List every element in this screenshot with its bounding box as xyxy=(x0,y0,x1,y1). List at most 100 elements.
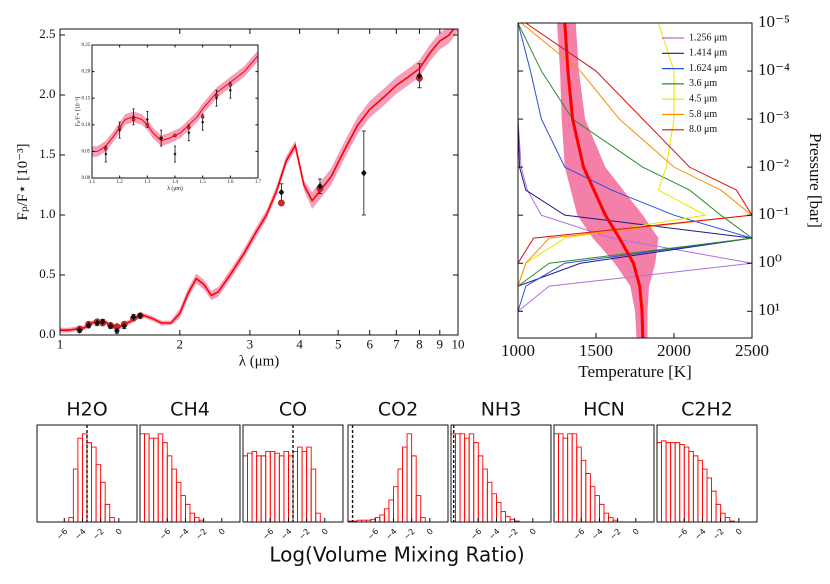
histogram-bar xyxy=(95,464,102,522)
observed-point xyxy=(159,136,163,140)
y-tick-label: 10¹ xyxy=(758,300,780,319)
x-tick-label: 2500 xyxy=(735,341,769,360)
contribution-line xyxy=(518,23,752,338)
histogram-bar xyxy=(562,437,569,522)
histogram-bar xyxy=(278,455,285,522)
histogram-bar xyxy=(482,468,488,522)
x-tick-label: 1 xyxy=(57,336,64,351)
observed-point xyxy=(76,326,83,334)
histogram-bar xyxy=(576,446,582,522)
observed-point xyxy=(132,115,135,119)
histogram-bar xyxy=(468,433,475,522)
histogram-bar xyxy=(656,442,662,522)
histogram-bar xyxy=(283,451,289,522)
binned-model-point xyxy=(228,83,233,87)
histogram-bar xyxy=(688,451,694,522)
histogram-bar xyxy=(455,433,461,522)
x-tick-label: −6 xyxy=(55,527,70,542)
contribution-line xyxy=(518,23,707,338)
observed-point xyxy=(121,322,128,330)
x-tick-label: −2 xyxy=(505,527,520,542)
x-tick-label: −6 xyxy=(469,527,484,542)
histogram-bar xyxy=(297,446,303,522)
histogram-bar xyxy=(589,486,596,522)
binned-model-point xyxy=(173,133,177,138)
histogram-bar xyxy=(720,512,726,522)
histogram-bar xyxy=(72,468,79,522)
histogram-bar xyxy=(260,455,267,522)
histogram-bar xyxy=(711,490,717,522)
histogram-bar xyxy=(599,503,605,522)
histogram-bar xyxy=(171,468,177,522)
histogram-bar xyxy=(175,481,182,522)
x-tick-label: 7 xyxy=(393,336,400,351)
panel-title: NH3 xyxy=(481,399,522,421)
histogram-bar xyxy=(374,517,381,522)
histogram-bar xyxy=(420,517,426,522)
histogram-bar xyxy=(251,451,258,522)
histogram-bar xyxy=(301,451,308,522)
x-axis-label: Temperature [K] xyxy=(578,362,692,381)
x-tick-label: 4 xyxy=(296,336,303,351)
x-axis-label: λ (μm) xyxy=(239,354,280,370)
x-tick-label: 3 xyxy=(247,336,254,351)
x-tick-label: 0 xyxy=(217,527,227,537)
y-axis-label: Fₚ/F⋆ [10⁻³] xyxy=(15,143,31,220)
observed-point xyxy=(228,88,232,93)
histogram-bar xyxy=(393,486,399,522)
histogram-bar xyxy=(310,468,317,522)
x-tick-label: 0 xyxy=(114,527,124,537)
panel-frame xyxy=(242,424,344,523)
histogram-bar xyxy=(315,512,321,522)
histogram-bar xyxy=(491,493,497,522)
profile-band xyxy=(557,23,659,338)
observed-point xyxy=(85,321,92,329)
x-tick-label: 1.2 xyxy=(117,180,124,185)
observed-point xyxy=(145,117,149,122)
histogram-bar xyxy=(706,477,712,522)
histogram-bar xyxy=(500,510,506,522)
observed-point xyxy=(361,169,367,177)
histogram-bar xyxy=(388,499,394,522)
histogram-bar xyxy=(100,481,106,522)
histogram-bar xyxy=(477,455,484,522)
observed-point xyxy=(118,128,122,132)
y-tick-label: 2.0 xyxy=(39,86,55,101)
histogram-bar xyxy=(683,446,690,522)
y-tick-label: 10⁻² xyxy=(758,156,789,175)
observed-point xyxy=(94,319,100,327)
x-tick-label: 1.3 xyxy=(144,180,151,185)
y-tick-label: 0.0 xyxy=(39,326,55,341)
observed-point xyxy=(130,313,137,321)
observed-point xyxy=(416,72,423,80)
plot-content xyxy=(518,23,752,338)
histogram-bar xyxy=(406,433,413,522)
plot-frame xyxy=(59,28,459,336)
y-tick-label: 2.5 xyxy=(39,26,55,41)
legend-label: 5.8 μm xyxy=(689,109,717,120)
histogram-bar xyxy=(180,495,186,522)
binned-model-point xyxy=(103,146,108,151)
x-tick-label: −2 xyxy=(608,527,623,542)
panel-frame xyxy=(553,424,655,523)
observed-point xyxy=(215,96,218,100)
y-tick-label: 1.0 xyxy=(39,206,55,221)
x-tick-label: −6 xyxy=(366,527,381,542)
y-tick-label: 10⁻⁴ xyxy=(758,60,790,79)
histogram-bar xyxy=(144,433,150,522)
contribution-line xyxy=(518,23,752,338)
histogram-bar xyxy=(715,503,722,522)
histogram-bar xyxy=(139,433,145,522)
histogram-bar xyxy=(265,451,271,522)
histogram-bar xyxy=(397,468,403,522)
x-tick-label: −4 xyxy=(693,527,708,542)
x-axis-label: λ (μm) xyxy=(167,185,183,192)
panel-title: CO xyxy=(279,399,307,421)
histogram-bar xyxy=(464,437,470,522)
histogram-bar xyxy=(411,455,417,522)
x-tick-label: 0 xyxy=(320,527,330,537)
y-tick-label: 10⁻¹ xyxy=(758,204,789,223)
binned-model-point xyxy=(278,199,285,207)
binned-model-point xyxy=(145,122,150,127)
